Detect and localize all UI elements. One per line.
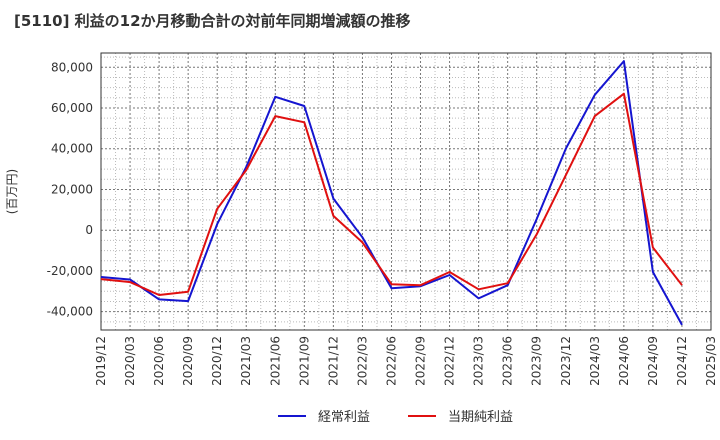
x-tick-label: 2020/09 [181,336,195,386]
x-tick-label: 2020/06 [152,336,166,386]
legend-label-1: 経常利益 [318,410,370,425]
x-tick-label: 2024/09 [646,336,660,386]
legend-label-2: 当期純利益 [448,410,513,425]
y-tick-label: 40,000 [51,142,93,156]
x-tick-label: 2021/06 [268,336,282,386]
x-tick-label: 2024/06 [617,336,631,386]
y-tick-label: 0 [85,223,93,237]
y-tick-label: 80,000 [51,60,93,74]
x-tick-label: 2023/12 [559,336,573,386]
y-axis: -40,000 -20,000 0 20,000 40,000 60,000 80,000 [47,60,93,318]
x-tick-label: 2022/09 [414,336,428,386]
x-tick-label: 2022/12 [443,336,457,386]
x-tick-label: 2023/09 [530,336,544,386]
y-axis-label: (百万円) [5,169,19,214]
x-tick-label: 2025/03 [704,336,718,386]
x-tick-label: 2024/03 [588,336,602,386]
x-tick-label: 2022/06 [384,336,398,386]
x-axis: 2019/12 2020/03 2020/06 2020/09 2020/12 2021/… [94,336,718,386]
series-layer [100,60,683,326]
y-tick-label: -40,000 [47,305,93,319]
x-tick-label: 2023/06 [501,336,515,386]
series-line-2 [100,92,683,296]
x-tick-label: 2019/12 [94,336,108,386]
y-tick-label: 60,000 [51,101,93,115]
y-tick-label: 20,000 [51,182,93,196]
y-tick-label: -20,000 [47,264,93,278]
x-tick-label: 2021/03 [239,336,253,386]
series-line-1 [100,60,683,326]
x-tick-label: 2023/03 [472,336,486,386]
plot-frame [100,52,712,331]
x-tick-label: 2022/03 [355,336,369,386]
x-tick-label: 2020/03 [123,336,137,386]
legend: 経常利益 当期純利益 [278,410,513,425]
chart-title: [5110] 利益の12か月移動合計の対前年同期増減額の推移 [14,12,411,30]
x-tick-label: 2021/09 [297,336,311,386]
x-tick-label: 2021/12 [326,336,340,386]
x-tick-label: 2024/12 [675,336,689,386]
grid [100,53,712,330]
x-tick-label: 2020/12 [210,336,224,386]
